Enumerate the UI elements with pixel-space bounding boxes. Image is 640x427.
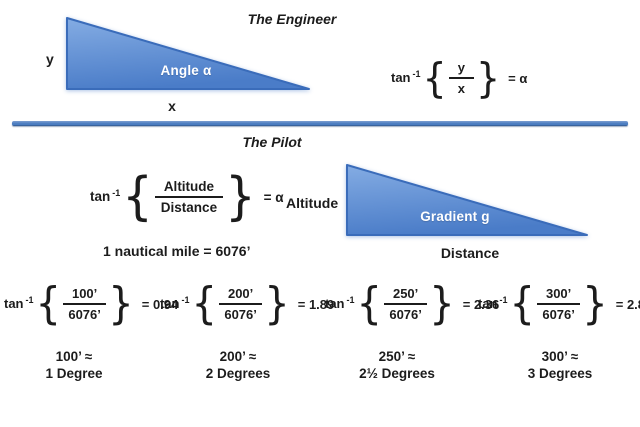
example-formula-200: tan -1 { 200’ 6076’ } = 1.89 [160, 279, 335, 329]
engineer-horizontal-side-label: x [168, 98, 176, 114]
pilot-triangle [346, 164, 588, 236]
formula-function: tan -1 [325, 295, 355, 311]
right-brace: } [429, 279, 455, 329]
fraction-denominator: 6076’ [68, 307, 101, 322]
pilot-vertical-side-label: Altitude [286, 195, 339, 211]
fraction-numerator: y [448, 60, 474, 79]
formula-result: = α [263, 189, 284, 205]
approx-feet: 200’ ≈ [219, 349, 257, 364]
fraction: 250’ 6076’ [383, 286, 428, 322]
fraction-denominator: 6076’ [389, 307, 422, 322]
right-brace: } [264, 279, 290, 329]
formula-result: = 1.89 [297, 296, 335, 312]
approx-200: 200’ ≈ 2 Degrees [168, 348, 308, 382]
example-formula-250: tan -1 { 250’ 6076’ } = 2.36 [325, 279, 500, 329]
approx-degrees: 2 Degrees [205, 366, 271, 381]
pilot-triangle-label: Gradient g [420, 209, 490, 224]
right-brace: } [225, 166, 256, 228]
approx-100: 100’ ≈ 1 Degree [4, 348, 144, 382]
approx-degrees: 3 Degrees [527, 366, 593, 381]
engineer-triangle-label: Angle α [160, 63, 212, 78]
approx-250: 250’ ≈ 2½ Degrees [327, 348, 467, 382]
example-formula-100: tan -1 { 100’ 6076’ } = 0.94 [4, 279, 179, 329]
engineer-section-title: The Engineer [247, 11, 337, 27]
fraction-numerator: 300’ [536, 286, 581, 305]
fraction-denominator: 6076’ [224, 307, 257, 322]
approx-degrees: 1 Degree [45, 366, 103, 381]
inverse-exponent: -1 [181, 295, 190, 305]
pilot-section-title: The Pilot [242, 134, 302, 150]
left-brace: { [122, 166, 153, 228]
approx-feet: 250’ ≈ [378, 349, 416, 364]
left-brace: { [35, 279, 61, 329]
nautical-mile-note: 1 nautical mile = 6076’ [103, 243, 251, 259]
approx-300: 300’ ≈ 3 Degrees [490, 348, 630, 382]
inverse-exponent: -1 [412, 69, 421, 79]
fraction: 100’ 6076’ [62, 286, 107, 322]
fraction: 300’ 6076’ [536, 286, 581, 322]
left-brace: { [422, 54, 447, 102]
fraction-numerator: 100’ [62, 286, 107, 305]
right-brace: } [475, 54, 501, 102]
fraction-denominator: Distance [160, 200, 218, 216]
right-brace: } [582, 279, 608, 329]
inverse-exponent: -1 [499, 295, 508, 305]
example-formula-300: tan-1 { 300’ 6076’ } = 2.83 [478, 279, 640, 329]
section-divider [12, 121, 628, 126]
fraction-denominator: x [457, 81, 465, 96]
approx-degrees: 2½ Degrees [359, 366, 435, 381]
formula-function: tan -1 [478, 295, 508, 311]
engineer-triangle [66, 17, 310, 90]
formula-result: = 2.36 [462, 296, 500, 312]
inverse-exponent: -1 [346, 295, 355, 305]
fraction: Altitude Distance [154, 179, 224, 216]
left-brace: { [191, 279, 217, 329]
approx-feet: 100’ ≈ [55, 349, 93, 364]
pilot-formula: tan -1 { Altitude Distance } = α [90, 166, 284, 228]
formula-function: tan -1 [391, 69, 421, 85]
fraction-numerator: Altitude [154, 179, 224, 199]
left-brace: { [356, 279, 382, 329]
fraction: y x [448, 60, 474, 96]
formula-result: = 0.94 [141, 296, 179, 312]
left-brace: { [509, 279, 535, 329]
formula-function: tan -1 [4, 295, 34, 311]
formula-result: = α [508, 70, 528, 86]
fraction: 200’ 6076’ [218, 286, 263, 322]
fraction-numerator: 200’ [218, 286, 263, 305]
engineer-vertical-side-label: y [46, 51, 54, 67]
right-brace: } [108, 279, 134, 329]
inverse-exponent: -1 [25, 295, 34, 305]
fraction-denominator: 6076’ [542, 307, 575, 322]
fraction-numerator: 250’ [383, 286, 428, 305]
formula-function: tan -1 [90, 188, 121, 205]
approx-feet: 300’ ≈ [541, 349, 579, 364]
inverse-exponent: -1 [112, 188, 121, 199]
pilot-horizontal-side-label: Distance [440, 245, 500, 261]
formula-result: = 2.83 [615, 296, 640, 312]
engineer-formula: tan -1 { y x } = α [391, 54, 528, 102]
formula-function: tan -1 [160, 295, 190, 311]
